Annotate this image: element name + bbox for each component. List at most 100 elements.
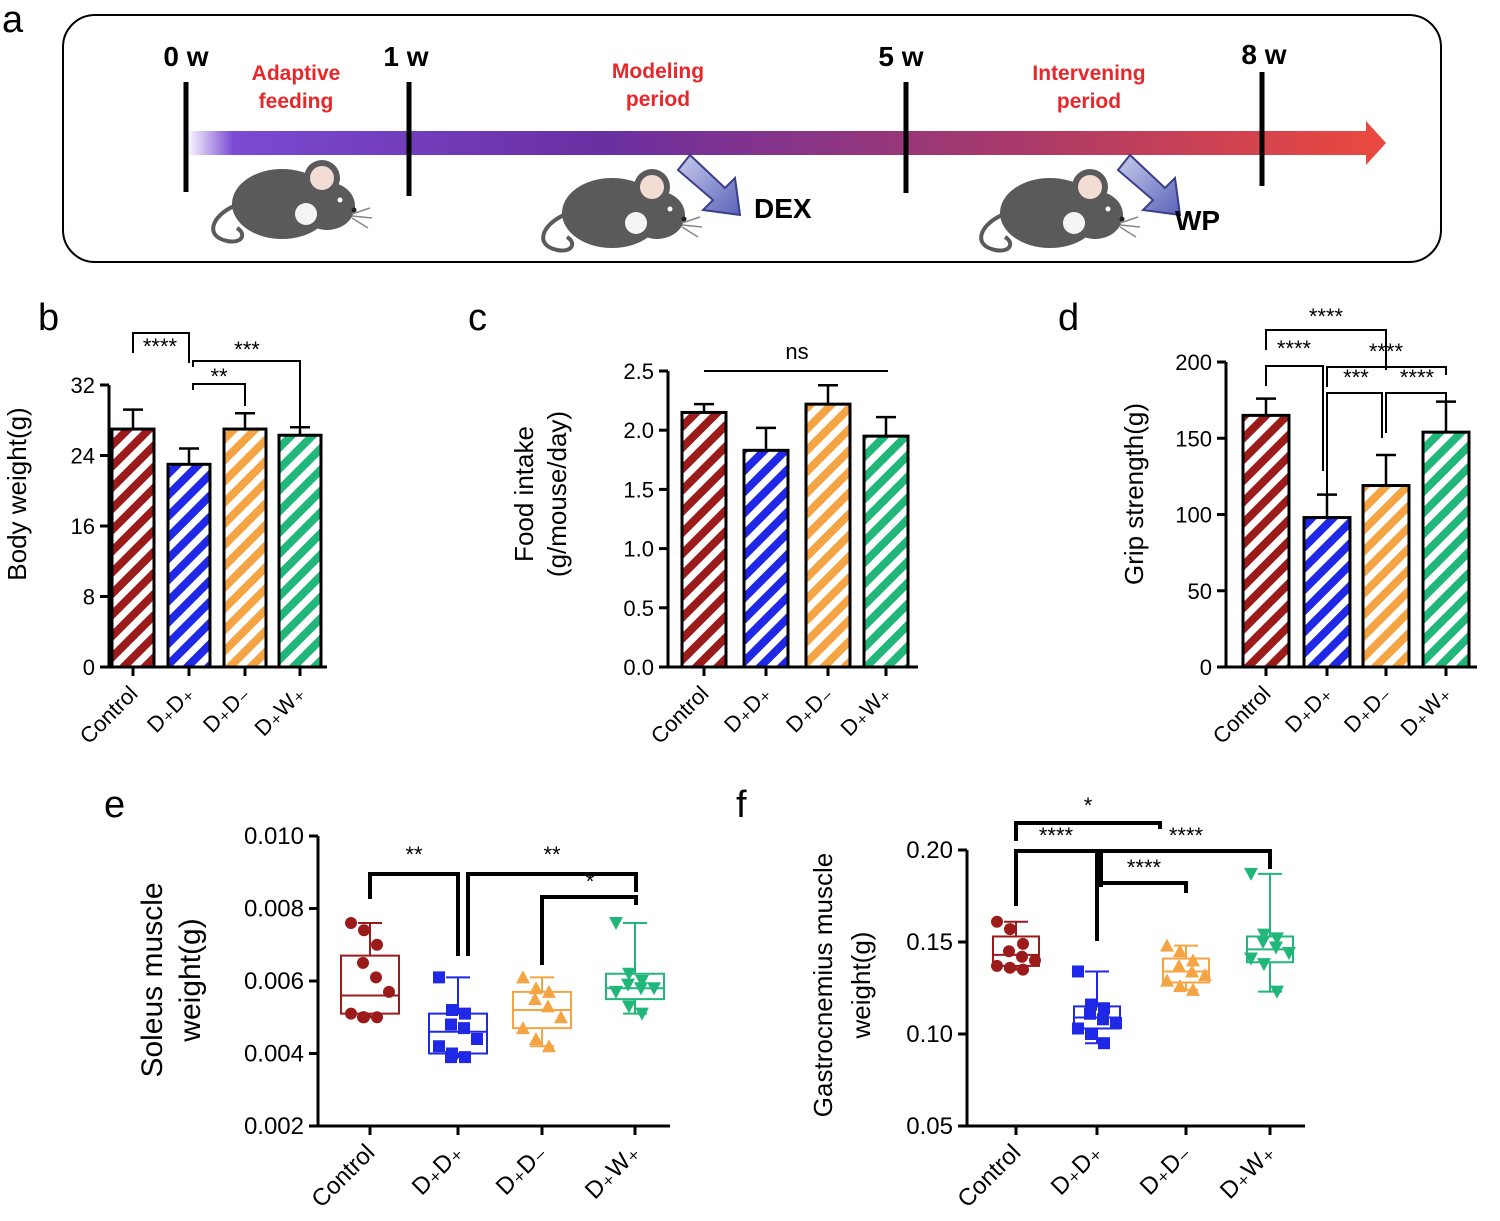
bar-d-3 xyxy=(1421,430,1471,669)
point-f xyxy=(1198,968,1212,982)
y-tick-label-e: 0.006 xyxy=(244,968,304,995)
x-tick-label-b: D₊W₊ xyxy=(250,681,310,741)
bar-b-1 xyxy=(166,462,212,669)
point-e xyxy=(458,1022,470,1035)
point-e xyxy=(529,981,543,995)
panel-label-f: f xyxy=(736,784,747,826)
box-e-3 xyxy=(605,972,665,1001)
box-f-0 xyxy=(992,935,1040,967)
point-e xyxy=(635,1007,649,1021)
point-f xyxy=(1084,1007,1096,1020)
ylabel-f-line1: Gastrocnemius muscle xyxy=(808,853,838,1117)
point-e xyxy=(371,1011,383,1024)
point-e xyxy=(371,938,383,951)
significance-label-d: **** xyxy=(1277,336,1312,361)
point-e xyxy=(445,1051,457,1064)
significance-bracket-e xyxy=(466,872,638,956)
x-tick-label-b: D₊D₋ xyxy=(198,681,255,738)
x-tick-label-d: D₊D₋ xyxy=(1339,681,1396,738)
point-e xyxy=(345,1007,357,1020)
point-f xyxy=(991,915,1003,928)
x-tick-label-c: D₊W₊ xyxy=(836,681,896,741)
point-f xyxy=(1085,998,1097,1011)
significance-label-e: ** xyxy=(543,842,561,867)
week-label-8: 8 w xyxy=(1241,39,1286,70)
y-tick-label-c: 0.5 xyxy=(623,596,654,621)
point-f xyxy=(1257,958,1271,972)
point-e xyxy=(370,971,382,984)
y-tick-label-c: 0.0 xyxy=(623,655,654,680)
point-f xyxy=(1244,867,1258,881)
significance-label-e: ** xyxy=(405,842,423,867)
x-tick-label-f: D₊D₋ xyxy=(1135,1139,1197,1201)
point-e xyxy=(529,1032,543,1045)
point-e xyxy=(383,985,395,998)
y-tick-label-f: 0.15 xyxy=(906,929,953,956)
point-f xyxy=(1282,947,1296,961)
y-tick-label-d: 50 xyxy=(1188,579,1212,604)
y-tick-label-e: 0.010 xyxy=(244,823,304,850)
point-e xyxy=(433,971,445,984)
point-e xyxy=(445,1018,457,1031)
significance-label-b: ** xyxy=(210,364,228,389)
point-f xyxy=(1185,964,1199,978)
x-tick-label-e: D₊D₋ xyxy=(491,1139,553,1201)
timeline-arrowhead xyxy=(1366,121,1386,165)
x-tick-label-d: D₊D₊ xyxy=(1280,681,1337,738)
significance-label-f: **** xyxy=(1127,855,1162,880)
point-f xyxy=(1244,952,1258,966)
point-e xyxy=(516,1021,530,1035)
ylabel-e-line1: Soleus muscle xyxy=(136,882,169,1077)
y-tick-label-b: 8 xyxy=(83,585,95,610)
significance-label-d: **** xyxy=(1369,339,1404,364)
point-f xyxy=(1072,965,1084,978)
panel-label-e: e xyxy=(104,784,125,826)
y-tick-label-c: 2.5 xyxy=(623,359,654,384)
y-tick-label-b: 32 xyxy=(71,373,95,398)
x-tick-label-c: D₊D₋ xyxy=(781,681,838,738)
bar-b-3 xyxy=(277,433,323,669)
phase2-line2: period xyxy=(626,88,690,111)
bar-b-2 xyxy=(222,427,268,669)
bar-b-0 xyxy=(110,427,156,669)
significance-label-f: **** xyxy=(1039,823,1074,848)
box-e-0 xyxy=(340,954,400,1015)
point-e xyxy=(542,984,556,998)
point-f xyxy=(991,959,1003,972)
dex-arrow-icon xyxy=(676,153,742,217)
point-e xyxy=(459,1051,471,1064)
point-e xyxy=(446,1004,458,1016)
panel-a: a 0 w 1 w 5 w 8 w Adaptive feeding Model… xyxy=(2,0,1442,263)
point-f xyxy=(1003,945,1015,958)
point-e xyxy=(554,1010,568,1024)
point-e xyxy=(622,1000,636,1014)
bar-c-2 xyxy=(804,402,852,669)
wp-arrow-icon xyxy=(1116,153,1182,217)
point-f xyxy=(1269,941,1283,955)
point-f xyxy=(1097,1013,1109,1026)
significance-label-f: **** xyxy=(1169,823,1204,848)
point-e xyxy=(459,1007,471,1020)
y-tick-label-f: 0.05 xyxy=(906,1113,953,1140)
significance-bracket-b xyxy=(192,383,246,406)
bar-d-0 xyxy=(1241,413,1291,669)
significance-bracket-d xyxy=(1326,366,1447,387)
phase1-line1: Adaptive xyxy=(252,62,341,85)
y-tick-label-d: 100 xyxy=(1175,503,1212,528)
significance-bracket-d xyxy=(1265,329,1387,370)
y-tick-label-b: 24 xyxy=(71,444,95,469)
significance-bracket-b xyxy=(132,332,190,363)
x-tick-label-b: Control xyxy=(75,681,143,749)
point-e xyxy=(516,970,530,984)
point-e xyxy=(622,967,636,981)
significance-bracket-d xyxy=(1265,365,1324,471)
x-tick-label-d: Control xyxy=(1208,681,1276,749)
panel-label-b: b xyxy=(38,297,59,339)
ylabel-d: Grip strength(g) xyxy=(1119,403,1149,585)
panel-label-a: a xyxy=(2,0,24,41)
x-tick-label-c: D₊D₊ xyxy=(719,681,776,738)
panel-label-d: d xyxy=(1058,297,1079,339)
y-tick-label-b: 0 xyxy=(83,655,95,680)
phase3-line2: period xyxy=(1057,90,1121,113)
